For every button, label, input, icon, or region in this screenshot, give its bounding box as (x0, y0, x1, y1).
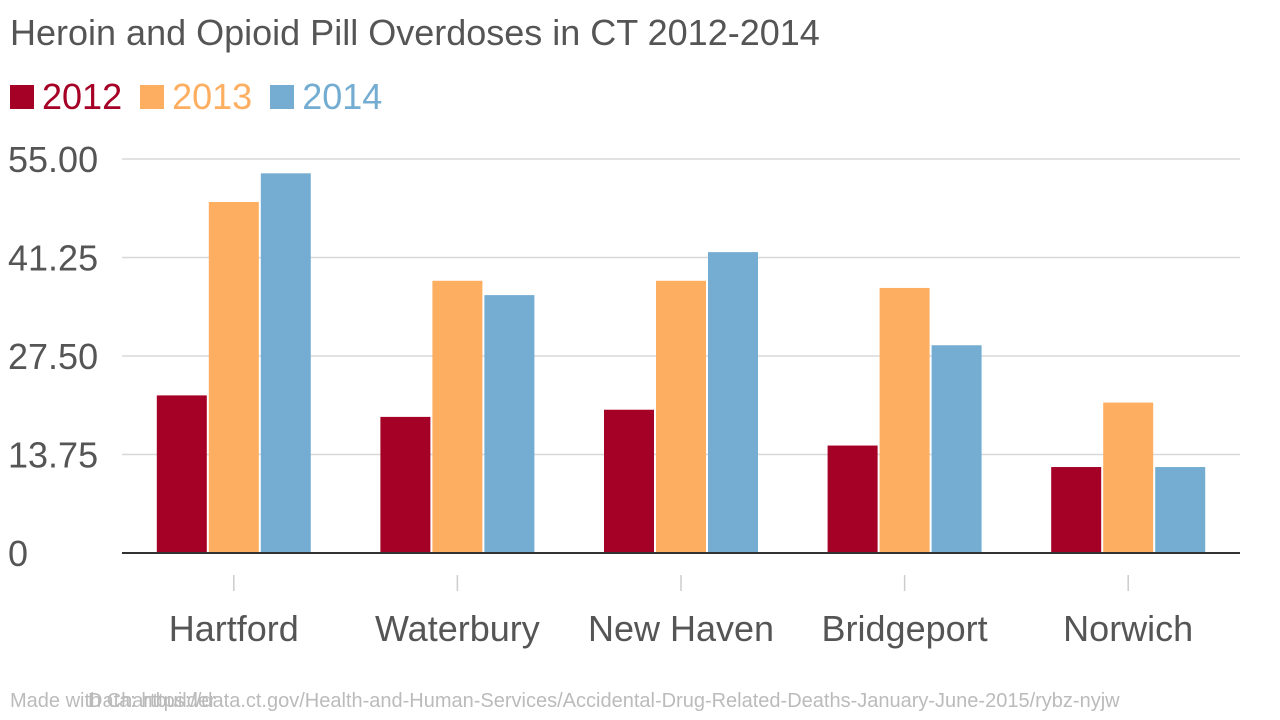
x-axis: Hartford Waterbury New Haven Bridgeport Norw… (122, 552, 1240, 649)
x-tick-label: Norwich (1063, 608, 1193, 649)
bar-norwich-2014 (1155, 467, 1206, 553)
x-tick-label: New Haven (588, 608, 774, 649)
legend-item-2013: 2013 (140, 76, 252, 118)
footer-source: Data: https://data.ct.gov/Health-and-Hum… (88, 690, 1120, 712)
legend-label: 2013 (172, 76, 253, 117)
legend-item-2014: 2014 (270, 76, 382, 118)
legend-swatch (140, 85, 165, 109)
legend-label: 2014 (302, 76, 383, 117)
chart-plot: 0 13.75 27.50 41.25 55.00 Hartford Waterbury N… (8, 139, 1240, 649)
y-tick-label: 0 (8, 533, 28, 574)
bar-norwich-2012 (1051, 467, 1102, 553)
bar-new-haven-2012 (604, 409, 654, 553)
x-tick-label: Bridgeport (822, 608, 988, 649)
bar-bridgeport-2013 (879, 287, 930, 553)
bars (156, 173, 1206, 554)
chart-legend: 2012 2013 2014 (10, 76, 382, 118)
bar-hartford-2012 (156, 395, 207, 553)
y-tick-label: 41.25 (8, 238, 98, 279)
chart-title: Heroin and Opioid Pill Overdoses in CT 2… (10, 12, 820, 53)
y-tick-label: 55.00 (8, 139, 98, 180)
bar-norwich-2013 (1103, 402, 1154, 553)
legend-swatch (10, 85, 34, 109)
x-tick-label: Hartford (169, 608, 299, 649)
bar-bridgeport-2014 (931, 345, 982, 553)
bar-bridgeport-2012 (827, 445, 878, 553)
bar-new-haven-2013 (656, 280, 706, 553)
footer-credit: Made with Chartbuilder (10, 690, 216, 712)
x-tick-label: Waterbury (375, 608, 540, 649)
y-tick-label: 27.50 (8, 336, 98, 377)
bar-waterbury-2013 (432, 280, 483, 553)
y-tick-label: 13.75 (8, 435, 98, 476)
legend-swatch (270, 85, 295, 109)
bar-hartford-2013 (208, 201, 259, 553)
legend-label: 2012 (42, 76, 123, 117)
bar-waterbury-2014 (484, 295, 535, 553)
legend-item-2012: 2012 (10, 76, 122, 118)
bar-waterbury-2012 (380, 416, 431, 553)
bar-hartford-2014 (260, 173, 311, 553)
bar-new-haven-2014 (708, 252, 758, 554)
